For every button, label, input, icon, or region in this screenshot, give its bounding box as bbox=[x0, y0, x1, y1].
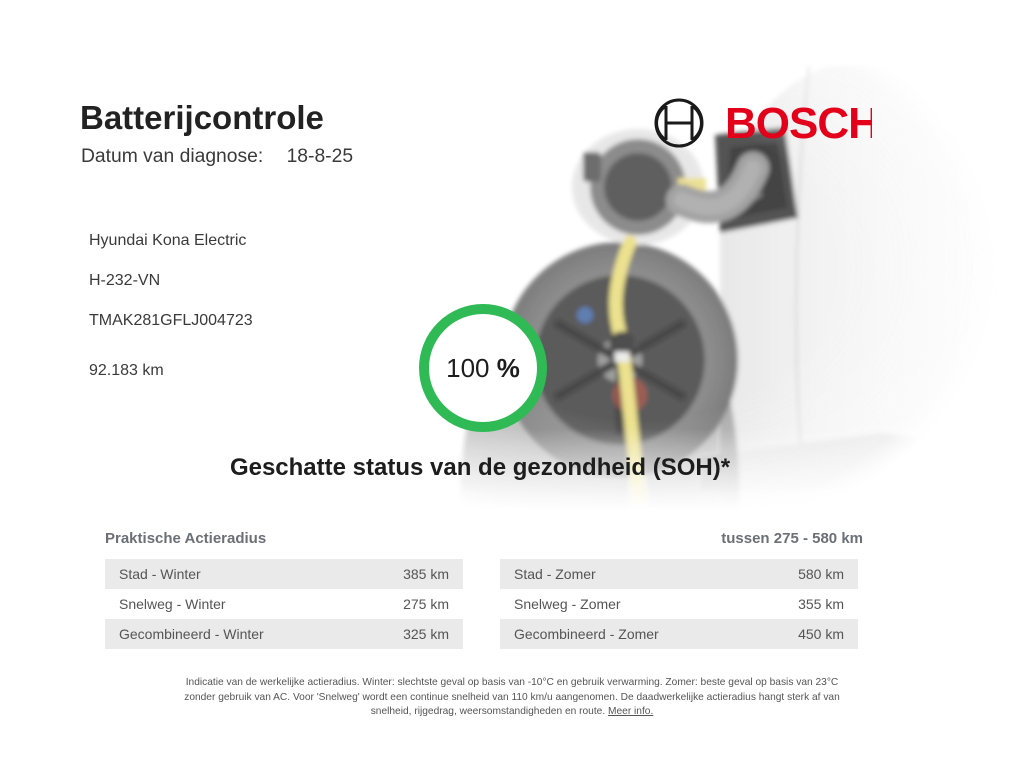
svg-text:BOSCH: BOSCH bbox=[725, 99, 872, 148]
